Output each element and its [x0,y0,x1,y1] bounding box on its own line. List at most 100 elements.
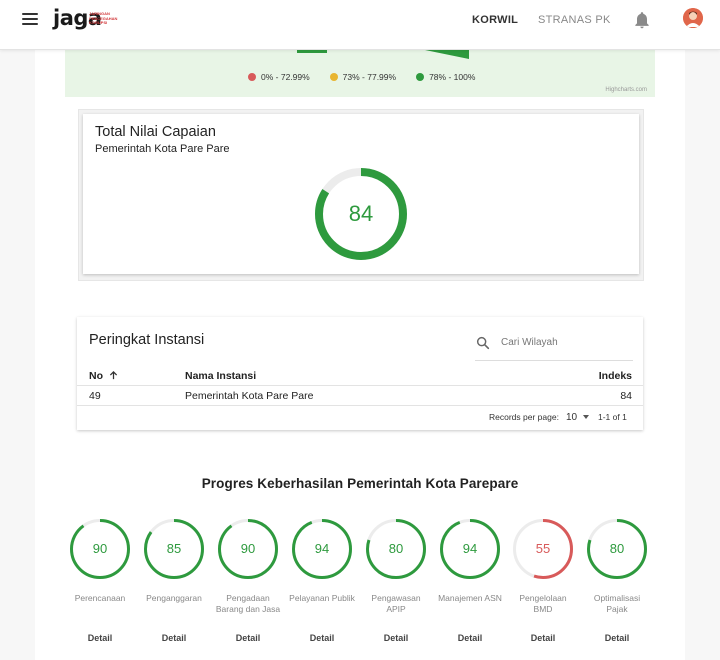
progress-ring: 85 [143,518,205,580]
progress-ring-gauge [144,519,204,579]
progress-item: 80 Optimalisasi Pajak [584,518,650,629]
progress-label: Pengawasan APIP [371,593,421,614]
progress-item: 55 Pengelolaan BMD [510,518,576,629]
progress-ring-gauge [70,519,130,579]
detail-link[interactable]: Detail [457,633,483,643]
progres-title: Progres Keberhasilan Pemerintah Kota Par… [201,476,519,491]
detail-link[interactable]: Detail [383,633,409,643]
map-region[interactable] [297,50,327,53]
progress-item: 90 Pengadaan Barang dan Jasa [215,518,281,629]
progress-label: Penganggaran [146,593,202,603]
legend-label: 78% - 100% [429,72,476,82]
logo-tagline-line: KORUPSI [89,20,108,25]
progress-ring-gauge [366,519,426,579]
top-app-bar: jaga JARINGAN PENCEGAHAN KORUPSI KORWIL … [0,0,720,50]
progress-value: 94 [314,541,330,556]
progress-value: 80 [388,541,404,556]
progress-label: Perencanaan [74,593,126,603]
records-per-page-label: Records per page: [489,412,559,422]
search-input[interactable]: Cari Wilayah [475,331,633,361]
legend-label: 0% - 72.99% [261,72,310,82]
avatar[interactable] [683,8,703,28]
progress-ring-gauge [440,519,500,579]
progress-ring: 80 [365,518,427,580]
logo-wordmark: jaga [53,6,102,30]
progress-value: 94 [462,541,478,556]
total-nilai-title: Total Nilai Capaian [95,124,216,140]
progress-ring-gauge [513,519,573,579]
progress-label: Pengadaan Barang dan Jasa [215,593,281,614]
progress-label: Pelayanan Publik [289,593,355,603]
progress-ring: 55 [512,518,574,580]
map-legend: 0% - 72.99% 73% - 77.99% 78% - 100% [248,72,475,82]
total-nilai-card: Total Nilai Capaian Pemerintah Kota Pare… [83,114,639,274]
progress-item: 80 Pengawasan APIP [363,518,429,629]
ring-progress [144,519,204,579]
peringkat-title: Peringkat Instansi [89,332,205,348]
progress-label: Pengelolaan BMD [519,593,567,614]
nav-stranas-pk[interactable]: STRANAS PK [538,14,611,26]
legend-item-high[interactable]: 78% - 100% [416,72,475,82]
progress-ring: 94 [439,518,501,580]
ring-progress [587,519,647,579]
column-header-nama[interactable]: Nama Instansi [185,370,257,382]
progress-value: 90 [240,541,256,556]
progress-ring: 94 [291,518,353,580]
ring-progress [513,519,573,579]
bell-icon[interactable] [632,9,652,31]
legend-dot [416,73,425,81]
menu-icon[interactable] [22,13,38,27]
records-per-page-select[interactable]: 10 [566,412,578,423]
total-nilai-subtitle: Pemerintah Kota Pare Pare [95,143,230,155]
logo-tagline-line: JARINGAN [89,11,110,16]
column-header-no[interactable]: No [89,370,118,382]
progress-ring: 90 [217,518,279,580]
cell-nama: Pemerintah Kota Pare Pare [185,390,314,402]
highcharts-credit[interactable]: Highcharts.com [605,87,647,93]
detail-link[interactable]: Detail [87,633,113,643]
progress-value: 80 [609,541,625,556]
table-row[interactable]: 49 Pemerintah Kota Pare Pare 84 [77,387,643,406]
progress-item: 94 Pelayanan Publik [289,518,355,629]
avatar-icon [683,8,703,28]
cell-indeks: 84 [620,390,632,402]
detail-link[interactable]: Detail [604,633,630,643]
logo-tagline: JARINGAN PENCEGAHAN KORUPSI [89,11,117,26]
legend-item-mid[interactable]: 73% - 77.99% [329,72,397,82]
progress-ring-gauge [587,519,647,579]
legend-dot [248,73,256,81]
progress-value: 55 [535,541,551,556]
detail-link[interactable]: Detail [235,633,261,643]
ring-progress [440,519,500,579]
column-header-indeks[interactable]: Indeks [598,370,632,382]
ring-progress [70,519,130,579]
total-nilai-section: Total Nilai Capaian Pemerintah Kota Pare… [78,109,644,281]
progress-item: 90 Perencanaan [67,518,133,629]
map-chart-area: 0% - 72.99% 73% - 77.99% 78% - 100% High… [65,50,655,97]
progress-ring: 80 [586,518,648,580]
progress-label: Optimalisasi Pajak [593,593,641,614]
search-icon [476,336,490,350]
total-score-value: 84 [348,201,374,226]
legend-item-low[interactable]: 0% - 72.99% [248,72,310,82]
legend-dot [329,73,338,81]
progress-label: Manajemen ASN [438,593,502,603]
detail-link[interactable]: Detail [161,633,187,643]
ring-progress [366,519,426,579]
pagination-range: 1-1 of 1 [598,412,627,422]
total-score-gauge [315,168,407,260]
detail-link[interactable]: Detail [309,633,335,643]
peringkat-instansi-card: Peringkat Instansi Cari Wilayah No Nama … [77,317,643,430]
chevron-down-icon[interactable] [583,415,589,419]
detail-link[interactable]: Detail [530,633,556,643]
map-region[interactable] [425,50,469,59]
nav-korwil[interactable]: KORWIL [472,14,519,26]
progress-item: 94 Manajemen ASN [437,518,503,629]
legend-label: 73% - 77.99% [342,72,397,82]
ring-progress [315,168,407,260]
progress-ring-gauge [292,519,352,579]
table-header: No Nama Instansi Indeks [77,368,643,386]
progress-value: 85 [166,541,182,556]
column-label: No [89,370,103,382]
main-content: 0% - 72.99% 73% - 77.99% 78% - 100% High… [35,50,685,660]
